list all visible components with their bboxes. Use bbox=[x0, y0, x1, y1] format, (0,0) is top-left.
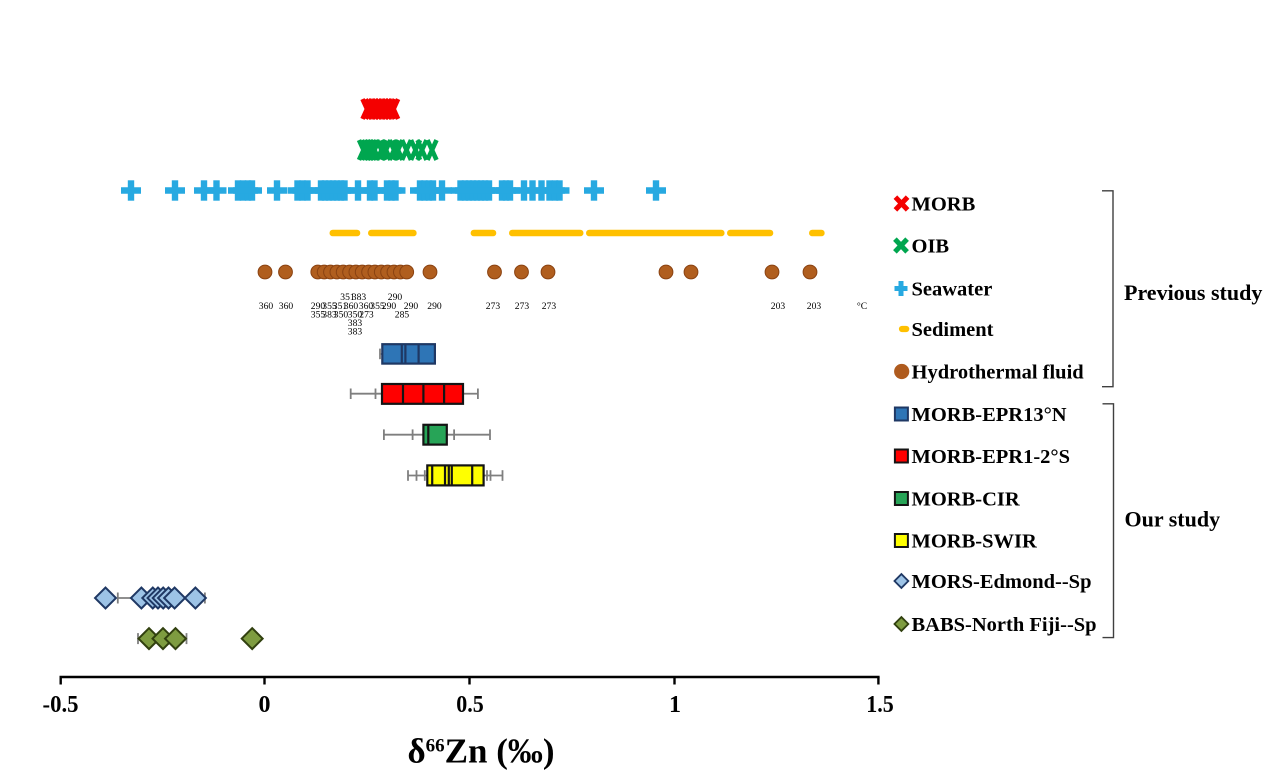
svg-text:Our study: Our study bbox=[1125, 507, 1221, 532]
svg-text:383: 383 bbox=[322, 309, 337, 320]
svg-text:360: 360 bbox=[359, 301, 374, 312]
svg-text:Seawater: Seawater bbox=[912, 279, 993, 301]
svg-text:Hydrothermal fluid: Hydrothermal fluid bbox=[912, 362, 1085, 384]
svg-text:°C: °C bbox=[857, 301, 867, 312]
svg-text:MORB-EPR1-2°S: MORB-EPR1-2°S bbox=[912, 446, 1071, 468]
svg-text:273: 273 bbox=[515, 301, 530, 312]
svg-text:290: 290 bbox=[404, 301, 419, 312]
svg-text:383: 383 bbox=[352, 292, 367, 303]
svg-text:MORB-SWIR: MORB-SWIR bbox=[912, 531, 1037, 553]
svg-text:MORS-Edmond--Sp: MORS-Edmond--Sp bbox=[912, 571, 1092, 593]
svg-text:-0.5: -0.5 bbox=[43, 692, 79, 718]
svg-text:0: 0 bbox=[259, 692, 271, 718]
svg-text:Previous study: Previous study bbox=[1124, 280, 1262, 305]
svg-text:1: 1 bbox=[669, 692, 681, 718]
svg-text:360: 360 bbox=[259, 301, 274, 312]
svg-text:BABS-North Fiji--Sp: BABS-North Fiji--Sp bbox=[912, 614, 1097, 636]
svg-text:273: 273 bbox=[486, 301, 501, 312]
svg-text:OIB: OIB bbox=[912, 236, 950, 258]
svg-text:MORB: MORB bbox=[912, 194, 976, 216]
svg-text:360: 360 bbox=[279, 301, 294, 312]
svg-text:351: 351 bbox=[333, 301, 348, 312]
svg-text:355: 355 bbox=[322, 301, 337, 312]
svg-text:273: 273 bbox=[359, 309, 374, 320]
svg-text:MORB-EPR13°N: MORB-EPR13°N bbox=[912, 404, 1067, 426]
svg-text:290: 290 bbox=[382, 301, 397, 312]
svg-text:285: 285 bbox=[395, 309, 410, 320]
svg-text:Sediment: Sediment bbox=[912, 319, 994, 341]
svg-text:355: 355 bbox=[370, 301, 385, 312]
svg-text:0.5: 0.5 bbox=[456, 692, 484, 718]
svg-text:290: 290 bbox=[388, 292, 403, 303]
svg-text:350: 350 bbox=[348, 309, 363, 320]
svg-text:203: 203 bbox=[807, 301, 822, 312]
svg-text:273: 273 bbox=[542, 301, 557, 312]
svg-text:351: 351 bbox=[340, 292, 355, 303]
svg-text:355: 355 bbox=[311, 309, 326, 320]
svg-text:MORB-CIR: MORB-CIR bbox=[912, 489, 1020, 511]
svg-text:350: 350 bbox=[334, 309, 349, 320]
svg-text:360: 360 bbox=[344, 301, 359, 312]
svg-text:203: 203 bbox=[771, 301, 786, 312]
svg-text:1.5: 1.5 bbox=[866, 692, 894, 718]
svg-text:290: 290 bbox=[427, 301, 442, 312]
svg-text:290: 290 bbox=[311, 301, 326, 312]
svg-text:383: 383 bbox=[348, 326, 363, 337]
svg-text:383: 383 bbox=[348, 318, 363, 329]
